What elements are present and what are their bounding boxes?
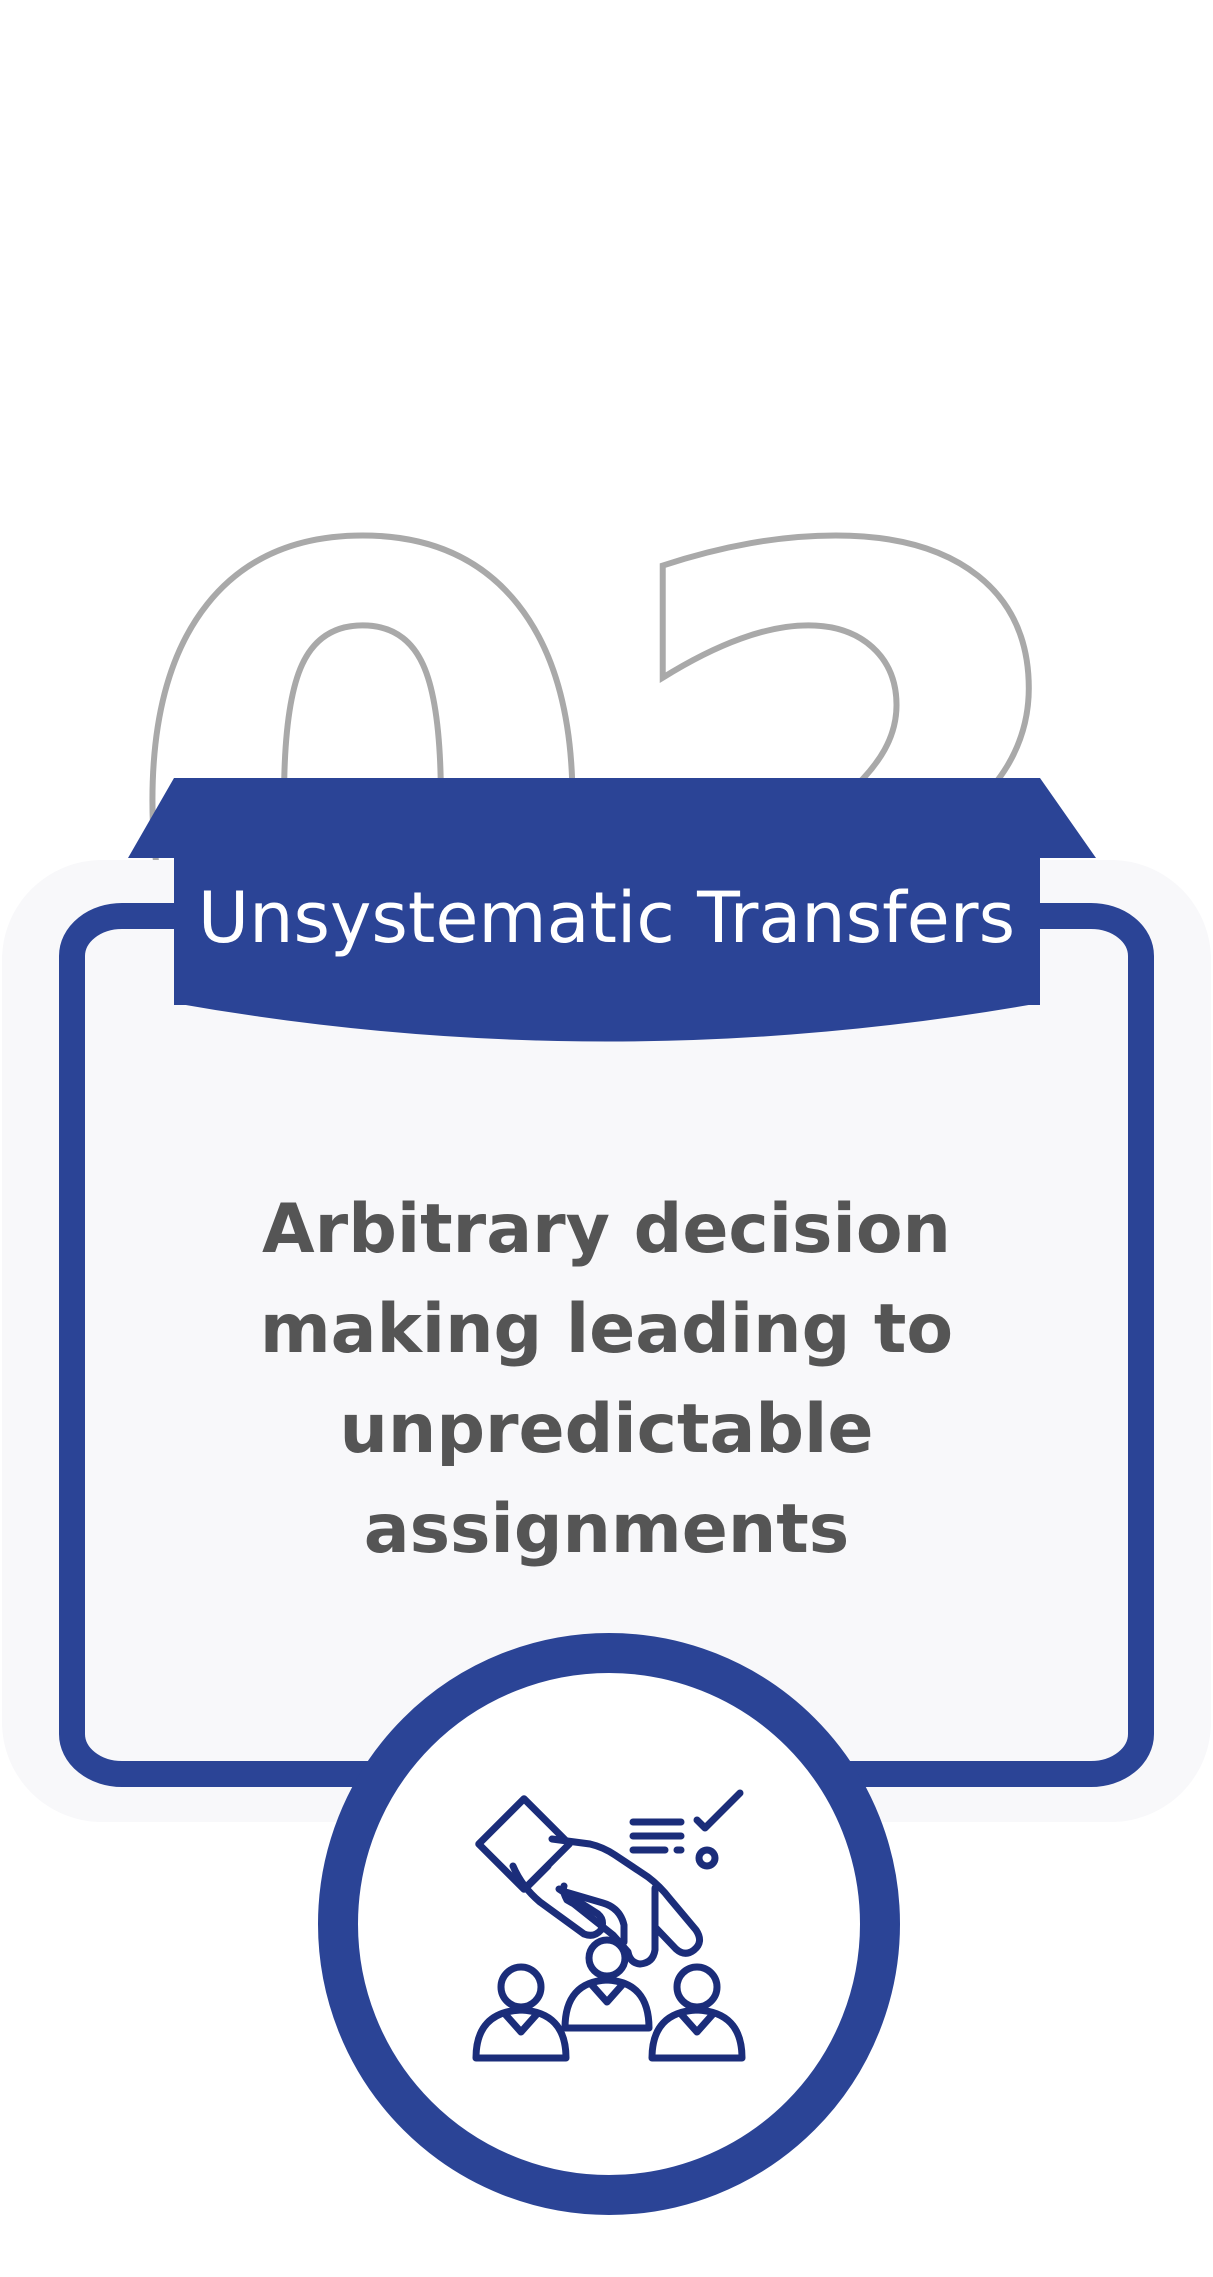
banner-body	[174, 858, 1040, 1042]
icon-badge	[318, 1633, 900, 2215]
card-description: Arbitrary decision making leading to unp…	[259, 1190, 954, 1569]
title-banner	[128, 778, 1096, 1042]
transfer-decision-people-icon	[472, 1789, 746, 2062]
card-title: Unsystematic Transfers	[197, 877, 1016, 959]
